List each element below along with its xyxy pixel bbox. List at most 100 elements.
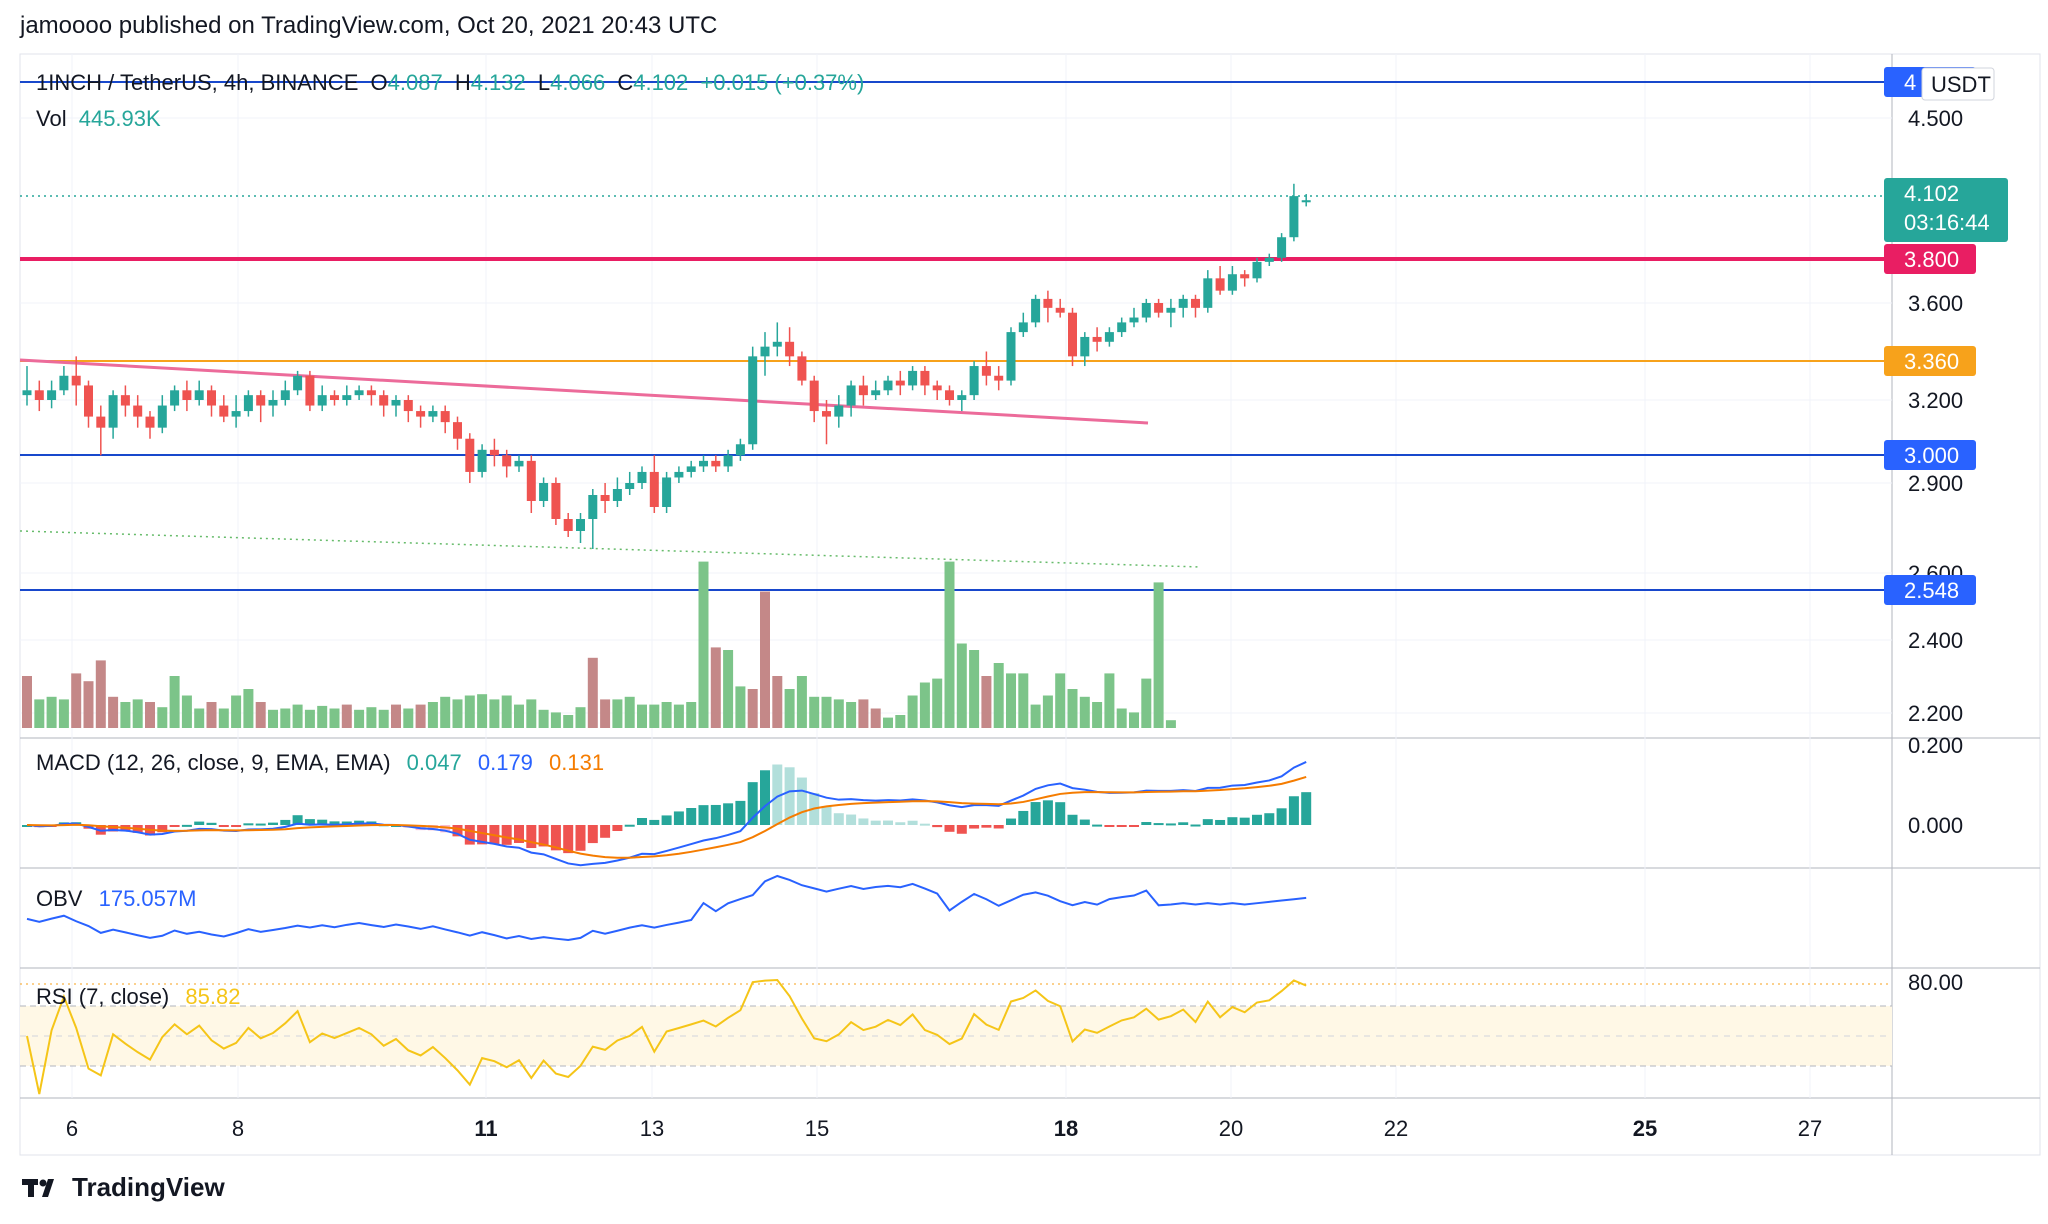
candle-body <box>748 356 758 445</box>
candle-body <box>428 411 438 417</box>
candle-body <box>981 366 991 376</box>
high-value: 4.132 <box>470 70 526 95</box>
macd-histogram-bar <box>932 825 943 828</box>
macd-histogram-bar <box>501 825 512 845</box>
volume-bar <box>366 707 377 728</box>
volume-bar <box>772 676 783 728</box>
volume-bar <box>624 696 635 728</box>
candle-body <box>1240 274 1250 279</box>
candle-body <box>957 395 967 400</box>
candle-body <box>354 390 364 396</box>
macd-histogram-bar <box>550 825 561 851</box>
candle-body <box>1104 332 1114 342</box>
candle-body <box>699 460 708 467</box>
price-tick-label: 2.200 <box>1908 701 1963 726</box>
macd-histogram-bar <box>243 823 254 826</box>
volume-bar <box>1116 708 1127 728</box>
macd-histogram-bar <box>1030 802 1041 825</box>
tradingview-logo[interactable]: TradingView <box>22 1172 225 1203</box>
macd-title[interactable]: MACD (12, 26, close, 9, EMA, EMA) <box>36 750 391 775</box>
candle-body <box>465 438 475 472</box>
obv-legend: OBV 175.057M <box>36 886 206 912</box>
candle-body <box>416 411 426 417</box>
macd-histogram-bar <box>280 819 291 825</box>
date-tick-label: 20 <box>1219 1116 1243 1141</box>
macd-histogram-bar <box>600 825 611 838</box>
candle-body <box>330 395 339 400</box>
macd-histogram-bar <box>673 811 684 825</box>
macd-histogram-bar <box>1042 800 1053 825</box>
macd-histogram-bar <box>710 804 721 825</box>
symbol-name[interactable]: 1INCH / TetherUS, 4h, BINANCE <box>36 70 359 95</box>
volume-bar <box>784 689 795 728</box>
macd-histogram-bar <box>157 825 168 833</box>
volume-bar <box>809 696 820 728</box>
candle-body <box>1301 200 1311 203</box>
tradingview-logo-icon <box>22 1178 54 1197</box>
price-tick-label: 2.900 <box>1908 471 1963 496</box>
candle-body <box>760 346 770 357</box>
candle-body <box>403 400 413 412</box>
candle-body <box>207 390 216 406</box>
candle-body <box>477 449 487 472</box>
macd-histogram-bar <box>317 819 328 825</box>
candle-body <box>71 375 81 386</box>
price-tag <box>1884 575 1976 605</box>
candle-body <box>133 405 143 417</box>
volume-bar <box>95 660 106 728</box>
open-value: 4.087 <box>387 70 443 95</box>
price-tag <box>1884 440 1976 470</box>
candle-body <box>280 390 290 400</box>
macd-histogram-bar <box>1092 824 1103 827</box>
vol-label[interactable]: Vol <box>36 106 67 131</box>
volume-bar <box>317 705 328 728</box>
date-tick-label: 6 <box>66 1116 78 1141</box>
date-tick-label: 13 <box>640 1116 664 1141</box>
date-tick-label: 22 <box>1384 1116 1408 1141</box>
volume-bar <box>255 702 266 728</box>
candle-body <box>1080 336 1090 357</box>
volume-bar <box>120 702 131 728</box>
volume-bar <box>1042 695 1053 728</box>
volume-bar <box>268 709 278 728</box>
macd-histogram-bar <box>1141 822 1152 825</box>
price-tag <box>1884 346 1976 376</box>
volume-bar <box>132 699 143 728</box>
volume-bar <box>858 699 869 728</box>
macd-histogram-bar <box>760 770 770 825</box>
candle-body <box>539 483 549 501</box>
macd-histogram-bar <box>956 825 967 834</box>
candle-body <box>834 405 844 417</box>
candle-body <box>231 411 241 417</box>
macd-histogram-bar <box>919 823 930 826</box>
volume-bar <box>452 699 463 728</box>
candle-body <box>1055 307 1065 313</box>
obv-value: 175.057M <box>98 886 197 911</box>
volume-bar <box>1141 678 1152 728</box>
volume-bar <box>292 704 303 728</box>
volume-bar <box>464 695 475 728</box>
obv-pane <box>26 874 1307 942</box>
high-label: H <box>454 70 471 95</box>
volume-bar <box>83 681 94 728</box>
macd-histogram-bar <box>218 825 229 827</box>
volume-bar <box>206 702 217 728</box>
macd-histogram-bar <box>1067 814 1078 825</box>
candle-body <box>797 356 807 381</box>
volume-bar <box>1079 696 1090 728</box>
macd-histogram-bar <box>649 819 660 825</box>
rsi-title[interactable]: RSI (7, close) <box>36 984 170 1009</box>
volume-bar <box>1055 673 1066 728</box>
candle-body <box>391 400 401 406</box>
obv-title[interactable]: OBV <box>36 886 83 911</box>
price-tag-value: 3.000 <box>1904 443 1959 468</box>
candle-body <box>1031 298 1041 323</box>
macd-histogram-bar <box>833 813 844 825</box>
close-label: C <box>617 70 634 95</box>
macd-histogram-bar <box>1006 818 1016 825</box>
price-tag-value: 3.360 <box>1904 349 1959 374</box>
candle-body <box>1043 298 1053 308</box>
macd-histogram-bar <box>1301 792 1312 825</box>
volume-bar <box>403 708 414 728</box>
close-value: 4.102 <box>633 70 689 95</box>
